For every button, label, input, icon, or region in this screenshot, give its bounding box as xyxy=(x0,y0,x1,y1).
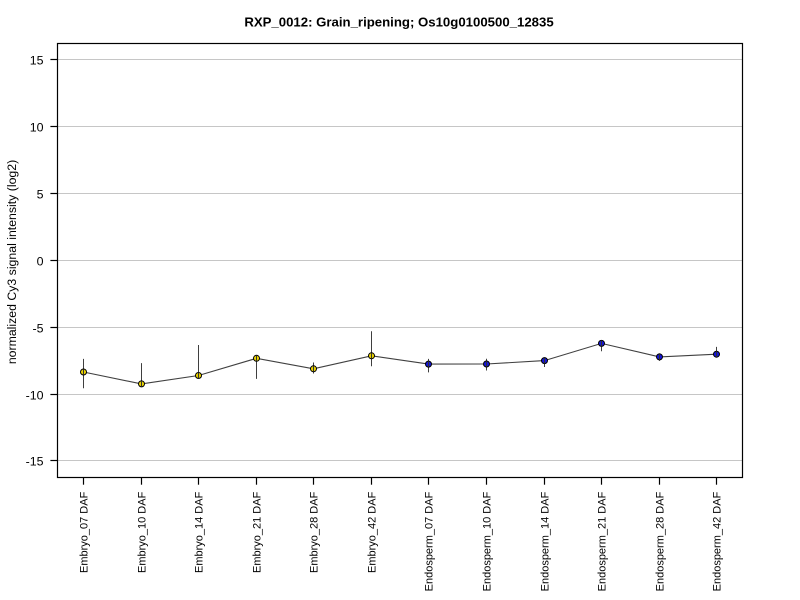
svg-text:0: 0 xyxy=(37,254,44,268)
svg-text:Endosperm_10 DAF: Endosperm_10 DAF xyxy=(482,491,494,591)
svg-text:Embryo_14 DAF: Embryo_14 DAF xyxy=(194,491,206,573)
svg-text:10: 10 xyxy=(30,120,44,134)
svg-text:RXP_0012: Grain_ripening; Os10: RXP_0012: Grain_ripening; Os10g0100500_1… xyxy=(244,15,553,30)
svg-text:-15: -15 xyxy=(26,454,44,468)
svg-text:Embryo_21 DAF: Embryo_21 DAF xyxy=(252,491,264,573)
svg-text:-5: -5 xyxy=(32,321,43,335)
svg-text:Embryo_28 DAF: Embryo_28 DAF xyxy=(309,491,321,573)
svg-text:-10: -10 xyxy=(26,388,44,402)
svg-text:Embryo_07 DAF: Embryo_07 DAF xyxy=(79,491,91,573)
svg-text:Embryo_42 DAF: Embryo_42 DAF xyxy=(367,491,379,573)
svg-text:Endosperm_14 DAF: Endosperm_14 DAF xyxy=(540,491,552,591)
svg-text:normalized Cy3 signal intensit: normalized Cy3 signal intensity (log2) xyxy=(5,160,19,364)
svg-text:Endosperm_28 DAF: Endosperm_28 DAF xyxy=(655,491,667,591)
svg-text:15: 15 xyxy=(30,53,44,67)
svg-text:Endosperm_21 DAF: Endosperm_21 DAF xyxy=(597,491,609,591)
svg-text:Endosperm_42 DAF: Endosperm_42 DAF xyxy=(712,491,724,591)
svg-text:Embryo_10 DAF: Embryo_10 DAF xyxy=(137,491,149,573)
svg-text:Endosperm_07 DAF: Endosperm_07 DAF xyxy=(424,491,436,591)
svg-text:5: 5 xyxy=(37,187,44,201)
